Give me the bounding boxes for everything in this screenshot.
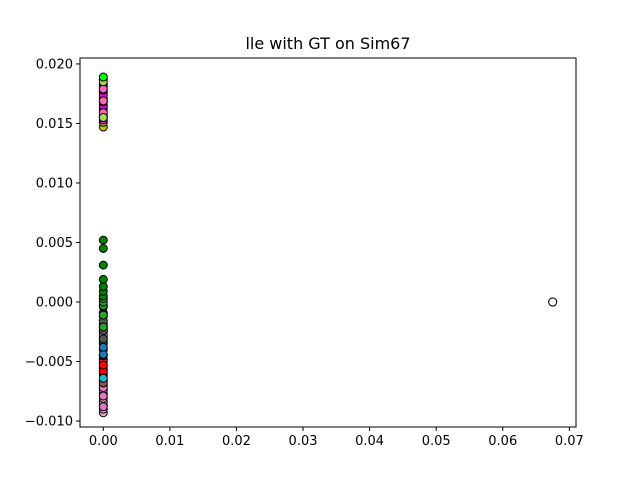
scatter-point [98,113,108,123]
x-tick-label: 0.00 [89,434,118,449]
scatter-point [98,342,108,352]
y-tick-label: 0.000 [36,296,73,311]
scatter-point [98,391,108,401]
y-tick-label: −0.010 [25,415,73,430]
axes-layer: 0.00 0.01 0.02 0.03 0.04 0.05 0.06 0.07 −0.010 −0… [25,57,584,449]
scatter-point [98,360,108,370]
x-tick-label: 0.06 [488,434,517,449]
x-tick-label: 0.05 [422,434,451,449]
x-tick-label: 0.07 [555,434,584,449]
points-layer [98,72,558,418]
scatter-point [98,72,108,82]
scatter-point [98,310,108,320]
scatter-point [98,322,108,332]
y-tick-label: 0.005 [36,236,73,251]
scatter-point [98,334,108,344]
x-tick-label: 0.03 [289,434,318,449]
scatter-point [98,402,108,412]
x-tick-label: 0.02 [222,434,251,449]
chart-title: lle with GT on Sim67 [245,34,410,53]
scatter-point [548,297,558,307]
scatter-point [98,243,108,253]
scatter-point [98,260,108,270]
x-tick-label: 0.04 [355,434,384,449]
y-tick-label: −0.005 [25,355,73,370]
scatter-point [98,96,108,106]
y-tick-label: 0.020 [36,57,73,72]
y-tick-label: 0.010 [36,176,73,191]
scatter-point [98,235,108,245]
scatter-point [98,373,108,383]
scatter-point [98,274,108,284]
y-tick-label: 0.015 [36,117,73,132]
x-tick-label: 0.01 [155,434,184,449]
